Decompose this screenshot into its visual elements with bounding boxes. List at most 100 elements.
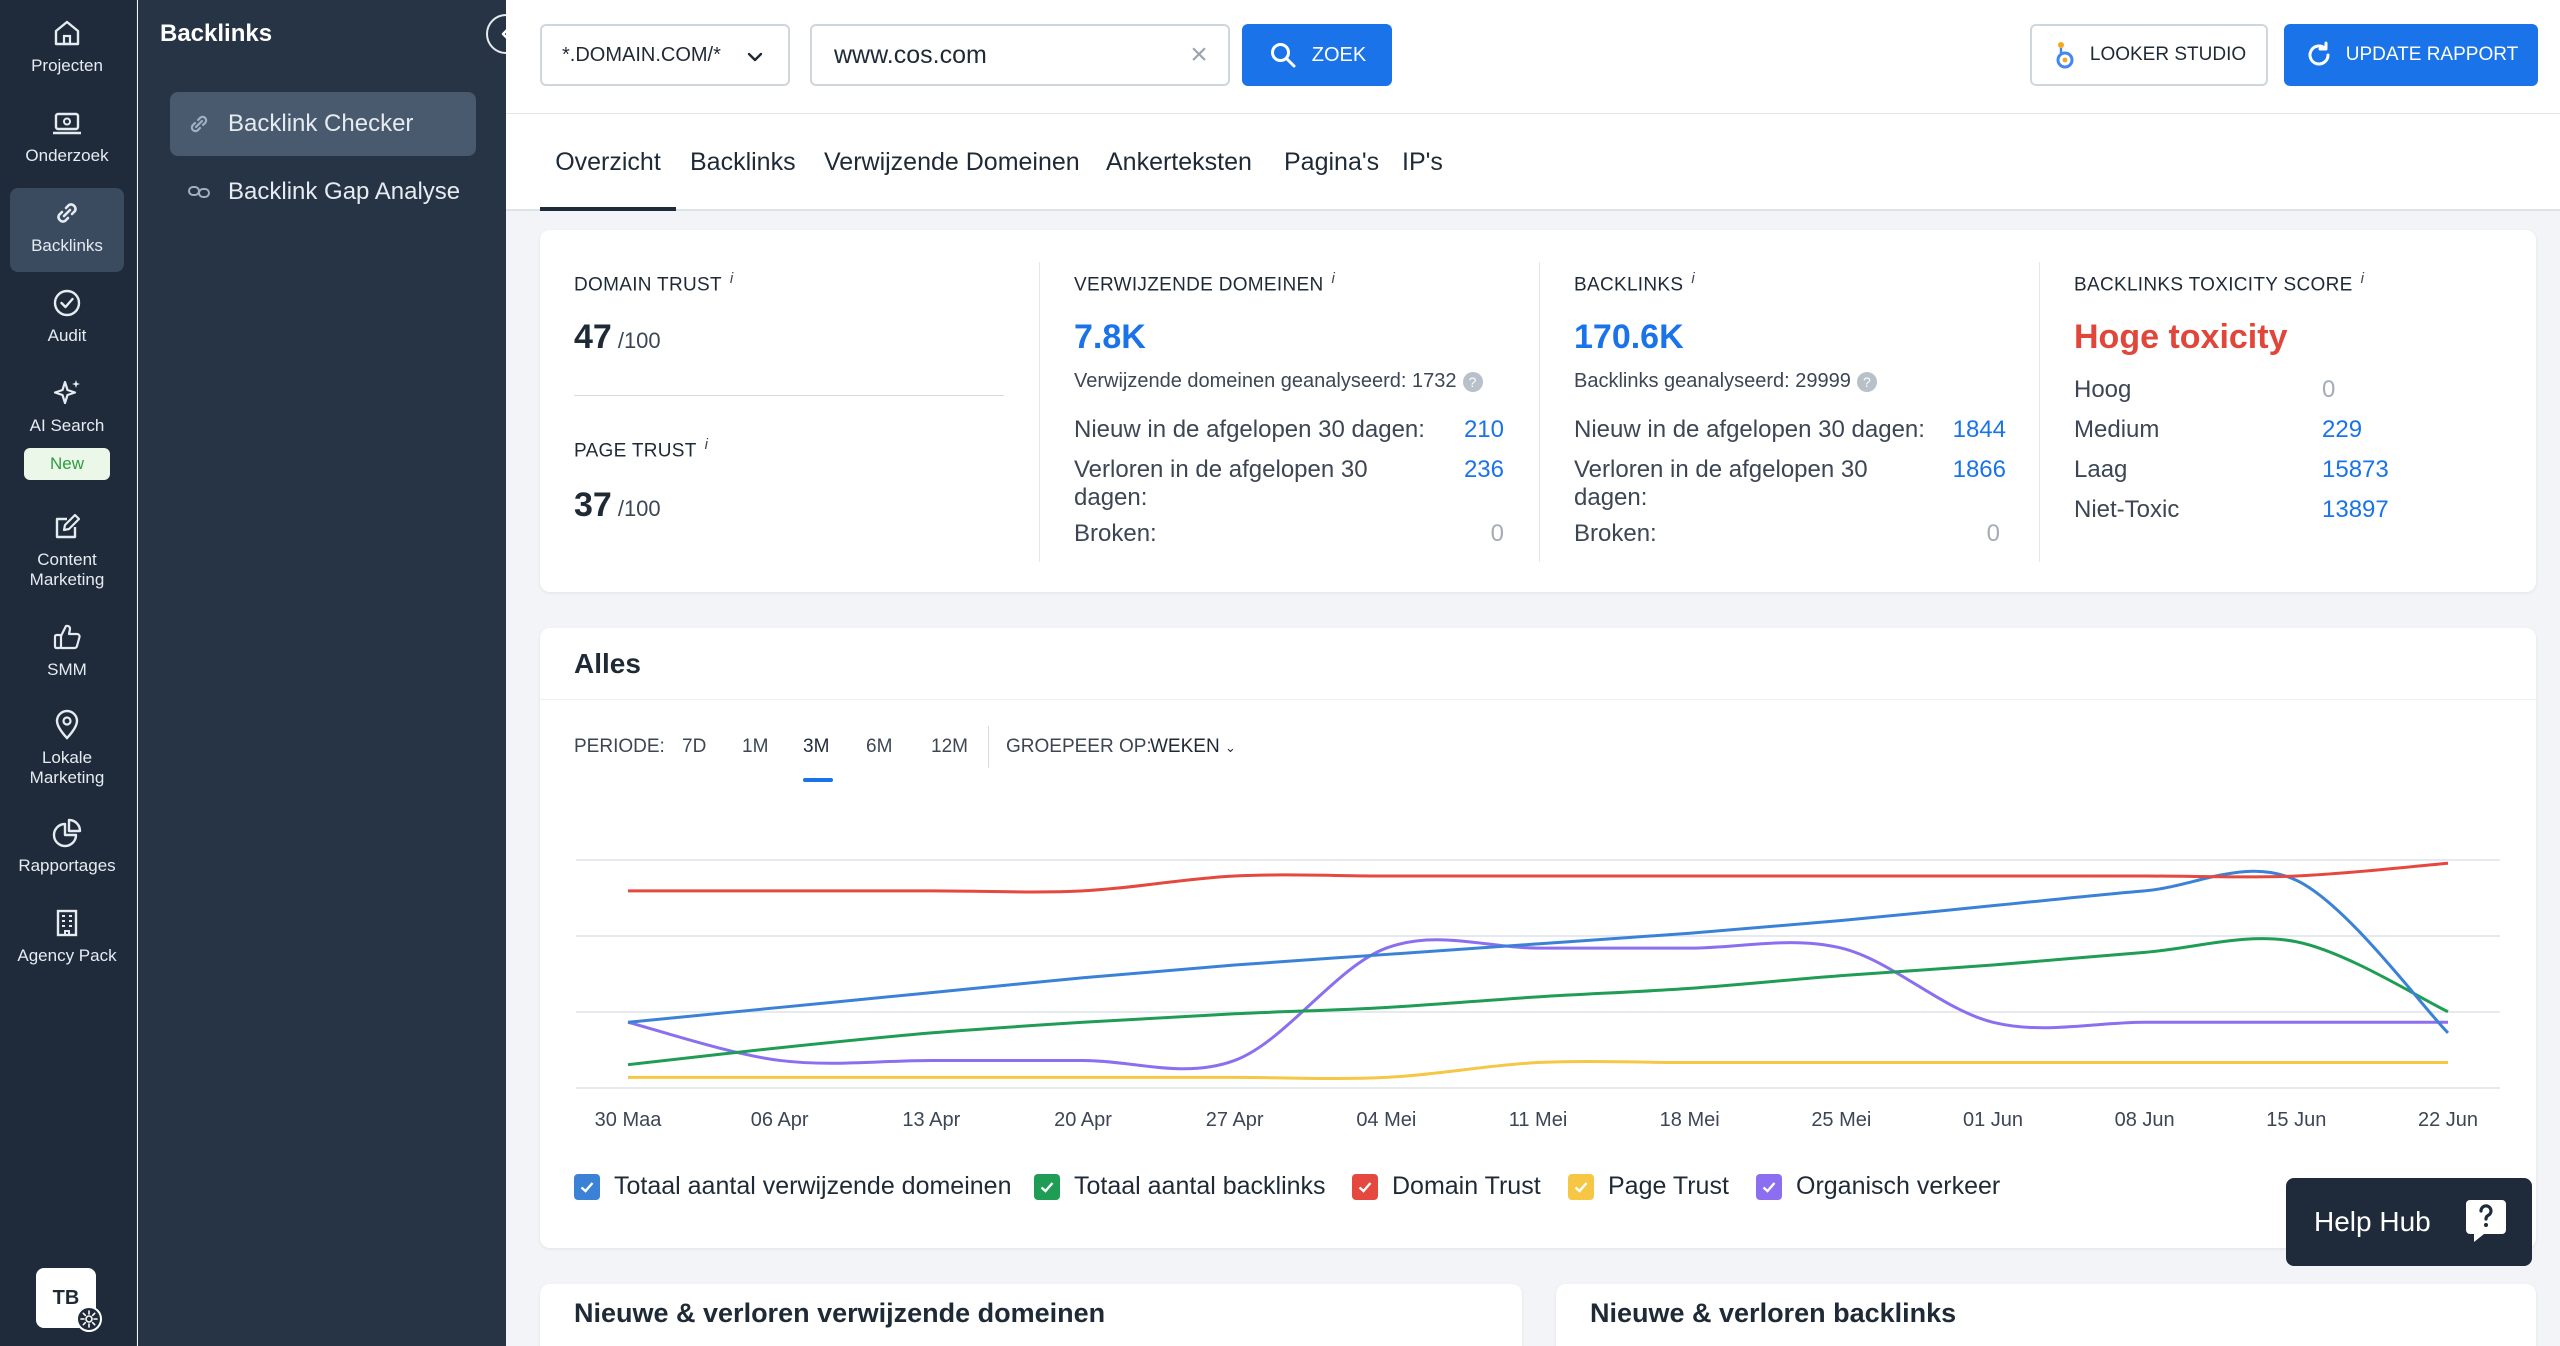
ref-domains-label: VERWIJZENDE DOMEINEN i: [1074, 270, 1336, 296]
rail-item-lokale-marketing[interactable]: Lokale Marketing: [10, 708, 124, 792]
checkbox-checked-icon: [574, 1173, 600, 1200]
ref-domains-new-value[interactable]: 210: [1463, 416, 1504, 443]
legend-total-backlinks[interactable]: Totaal aantal backlinks: [1034, 1172, 1326, 1201]
rail-item-backlinks[interactable]: Backlinks: [10, 188, 124, 272]
info-icon[interactable]: i: [704, 436, 709, 453]
rail-item-agency-pack[interactable]: Agency Pack: [10, 906, 124, 990]
period-3m[interactable]: 3M: [803, 736, 830, 757]
backlinks-lost-value[interactable]: 1866: [1952, 456, 2006, 483]
checkbox-checked-icon: [1756, 1173, 1782, 1200]
toxicity-label: BACKLINKS TOXICITY SCORE i: [2074, 270, 2365, 296]
tab-ips[interactable]: IP's: [1402, 148, 1443, 176]
series-line-page-trust[interactable]: [628, 1059, 2448, 1080]
rail-label: Audit: [47, 326, 87, 345]
help-hub-label: Help Hub: [2314, 1206, 2431, 1237]
help-icon[interactable]: ?: [1462, 371, 1483, 392]
rail-item-audit[interactable]: Audit: [10, 286, 124, 362]
x-tick-label: 20 Apr: [1054, 1109, 1112, 1131]
series-line-totaal-aantal-backlinks[interactable]: [627, 937, 2449, 1067]
x-tick-label: 25 Mei: [1811, 1109, 1871, 1131]
info-icon[interactable]: i: [1331, 270, 1336, 287]
legend-domain-trust[interactable]: Domain Trust: [1352, 1172, 1541, 1201]
x-tick-label: 08 Jun: [2115, 1109, 2175, 1131]
looker-studio-icon: [2056, 42, 2074, 69]
settings-gear-badge[interactable]: [76, 1306, 102, 1332]
rail-label: SMM: [47, 660, 87, 679]
toxicity-low-value[interactable]: 15873: [2322, 456, 2389, 483]
tab-paginas[interactable]: Pagina's: [1284, 148, 1380, 176]
toxicity-medium-label: Medium: [2074, 416, 2160, 443]
rail-item-smm[interactable]: SMM: [10, 620, 124, 690]
report-tabs: Overzicht Backlinks Verwijzende Domeinen…: [506, 114, 2560, 211]
chart-header: Alles: [540, 628, 2536, 700]
domain-search-input[interactable]: [810, 24, 1230, 86]
looker-studio-button[interactable]: LOOKER STUDIO: [2030, 24, 2268, 86]
toxicity-low-label: Laag: [2074, 456, 2128, 483]
pie-chart-icon: [52, 818, 82, 848]
backlinks-broken-label: Broken:: [1574, 520, 1657, 547]
chevron-down-icon: [747, 52, 763, 62]
domain-mode-select[interactable]: *.DOMAIN.COM/*: [540, 24, 790, 86]
toxicity-value: Hoge toxicity: [2074, 318, 2288, 356]
page-trust-label: PAGE TRUST i: [574, 436, 709, 462]
rail-item-content-marketing[interactable]: Content Marketing: [10, 510, 124, 594]
subnav-item-backlink-checker[interactable]: Backlink Checker: [170, 92, 476, 156]
series-line-domain-trust[interactable]: [628, 861, 2449, 894]
looker-studio-label: LOOKER STUDIO: [2089, 44, 2247, 65]
x-tick-label: 27 Apr: [1206, 1109, 1264, 1131]
backlinks-value[interactable]: 170.6K: [1574, 318, 1684, 356]
legend-total-ref-domains[interactable]: Totaal aantal verwijzende domeinen: [574, 1172, 1011, 1201]
legend-organic-traffic[interactable]: Organisch verkeer: [1756, 1172, 2000, 1201]
info-icon[interactable]: i: [2360, 270, 2365, 287]
legend-label: Totaal aantal backlinks: [1074, 1172, 1326, 1200]
period-6m[interactable]: 6M: [866, 736, 893, 757]
divider: [2039, 262, 2040, 562]
group-by-select[interactable]: WEKEN ⌄: [1150, 736, 1236, 758]
series-line-organisch-verkeer[interactable]: [627, 938, 2448, 1071]
subnav-item-backlink-gap[interactable]: Backlink Gap Analyse: [170, 160, 476, 224]
new-lost-backlinks-card: Nieuwe & verloren backlinks: [1556, 1284, 2536, 1346]
legend-label: Page Trust: [1608, 1172, 1729, 1200]
group-by-label: GROEPEER OP:: [1006, 736, 1152, 757]
period-7d[interactable]: 7D: [682, 736, 707, 757]
edit-icon: [55, 513, 81, 539]
period-12m[interactable]: 12M: [931, 736, 968, 757]
rail-label: Lokale Marketing: [29, 748, 105, 787]
search-button[interactable]: ZOEK: [1242, 24, 1392, 86]
x-tick-label: 30 Maa: [595, 1109, 663, 1131]
rail-item-projecten[interactable]: Projecten: [10, 16, 124, 92]
rail-label: AI Search: [29, 416, 105, 435]
info-icon[interactable]: i: [1691, 270, 1695, 287]
toxicity-medium-value[interactable]: 229: [2322, 416, 2363, 443]
toxicity-nontoxic-value[interactable]: 13897: [2322, 496, 2389, 523]
rail-label: Rapportages: [18, 856, 116, 875]
domain-trust-label: DOMAIN TRUST i: [574, 270, 734, 296]
info-icon[interactable]: i: [729, 270, 734, 287]
ref-domains-value[interactable]: 7.8K: [1074, 318, 1146, 356]
period-1m[interactable]: 1M: [742, 736, 769, 757]
gear-icon: [80, 1310, 98, 1328]
help-hub-button[interactable]: Help Hub: [2286, 1178, 2532, 1266]
backlinks-subnav: Backlinks Backlink Checker Backlink Gap …: [138, 0, 506, 1346]
group-by-value: WEKEN: [1150, 736, 1220, 757]
laptop-icon: [53, 112, 81, 135]
tab-verwijzende-domeinen[interactable]: Verwijzende Domeinen: [824, 148, 1080, 176]
ref-domains-lost-value[interactable]: 236: [1463, 456, 1504, 483]
tab-ankerteksten[interactable]: Ankerteksten: [1106, 148, 1252, 176]
backlinks-analyzed: Backlinks geanalyseerd: 29999?: [1574, 370, 1877, 393]
rail-item-onderzoek[interactable]: Onderzoek: [10, 106, 124, 182]
rail-item-rapportages[interactable]: Rapportages: [10, 816, 124, 886]
legend-page-trust[interactable]: Page Trust: [1568, 1172, 1729, 1201]
tab-overzicht[interactable]: Overzicht: [540, 114, 676, 211]
toxicity-nontoxic-label: Niet-Toxic: [2074, 496, 2180, 523]
divider: [574, 395, 1004, 396]
clear-search-icon[interactable]: ×: [1190, 38, 1208, 71]
series-line-totaal-aantal-verwijzende-domeinen[interactable]: [627, 869, 2450, 1034]
top-bar: *.DOMAIN.COM/* × ZOEK LOOKER STUDIO UPDA…: [506, 0, 2560, 114]
tab-backlinks[interactable]: Backlinks: [690, 148, 796, 176]
backlinks-new-value[interactable]: 1844: [1952, 416, 2006, 443]
update-report-button[interactable]: UPDATE RAPPORT: [2284, 24, 2538, 86]
toxicity-high-value: 0: [2322, 376, 2336, 403]
help-icon[interactable]: ?: [1856, 371, 1877, 392]
rail-item-ai-search[interactable]: AI Search: [10, 376, 124, 446]
